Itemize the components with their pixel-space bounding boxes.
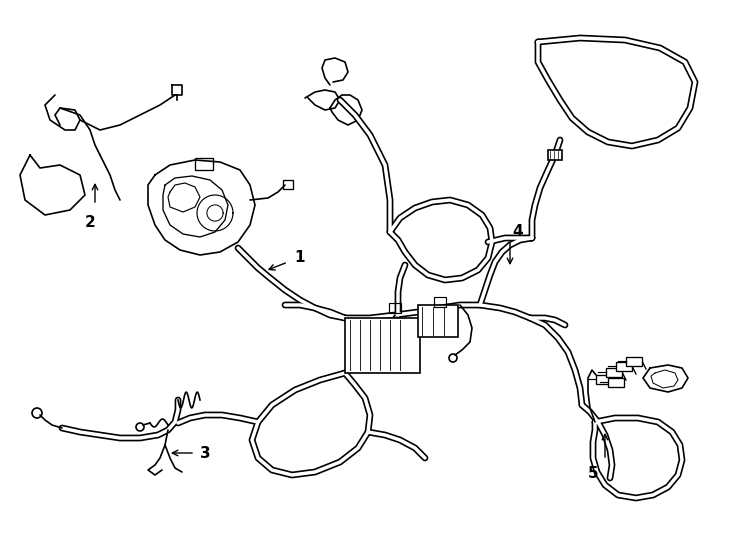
Bar [606,368,622,377]
Bar [616,362,632,371]
Text: 3: 3 [200,446,211,461]
Text: 1: 1 [294,251,305,266]
Bar [195,158,213,170]
Bar [608,378,624,387]
Bar [389,303,401,313]
Text: 2: 2 [84,215,95,230]
Text: 5: 5 [587,466,598,481]
Text: 4: 4 [512,225,523,240]
Bar [596,375,612,384]
Bar [418,305,458,337]
Bar [345,318,420,373]
Bar [283,180,293,189]
Bar [548,150,562,160]
Bar [434,297,446,307]
Bar [626,357,642,366]
